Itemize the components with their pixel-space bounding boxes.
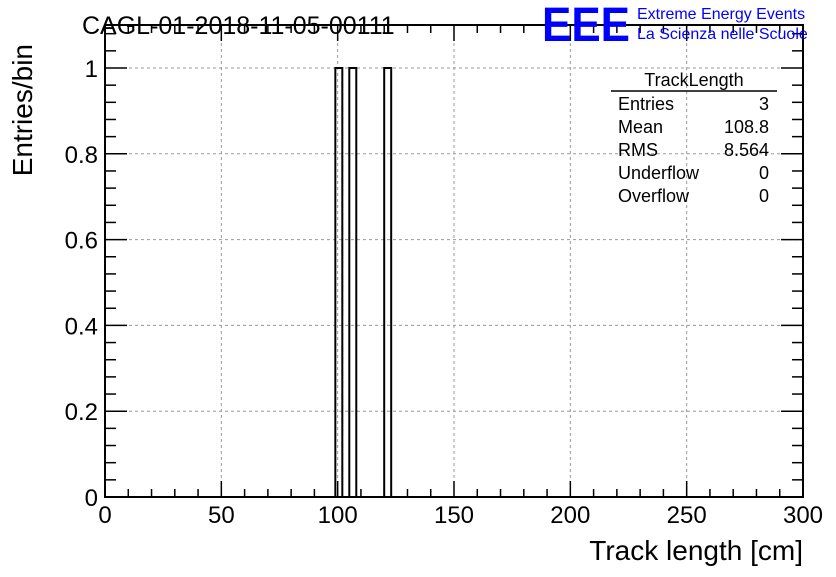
y-tick-label: 0 [85, 485, 98, 512]
x-tick-label: 0 [98, 502, 111, 529]
stats-row-value: 0 [759, 163, 769, 183]
chart-title: CAGL-01-2018-11-05-00111 [82, 12, 395, 40]
x-tick-label: 50 [208, 502, 235, 529]
eee-logo-line2: La Scienza nelle Scuole [637, 26, 808, 43]
histogram-bin [383, 67, 393, 498]
stats-row-label: Mean [618, 117, 663, 137]
stats-row-label: Entries [618, 94, 674, 114]
grid-lines [105, 25, 803, 497]
stats-row-value: 108.8 [724, 117, 769, 137]
y-tick-label: 1 [85, 56, 98, 83]
x-tick-label: 300 [783, 502, 823, 529]
stats-box-rows: Entries 3 Mean 108.8 RMS 8.564 Underflow 0 Overf… [618, 94, 769, 206]
stats-box-title: TrackLength [644, 70, 743, 90]
eee-logo-line1: Extreme Energy Events [637, 6, 805, 23]
x-axis-label: Track length [cm] [589, 535, 803, 566]
x-axis-ticks: 0 50 100 150 200 250 300 [98, 25, 823, 529]
stats-box: TrackLength Entries 3 Mean 108.8 RMS 8.564 Und… [611, 70, 777, 206]
stats-row-value: 3 [759, 94, 769, 114]
eee-logo: EEE Extreme Energy Events La Scienza nel… [542, 0, 808, 52]
x-tick-label: 250 [667, 502, 707, 529]
eee-logo-mark: EEE [542, 0, 630, 52]
stats-row-label: Overflow [618, 186, 690, 206]
stats-row-value: 8.564 [724, 140, 769, 160]
x-tick-label: 200 [550, 502, 590, 529]
x-tick-label: 100 [318, 502, 358, 529]
histogram-bin [334, 67, 344, 498]
y-axis-label: Entries/bin [7, 44, 38, 176]
histogram-bars [334, 67, 393, 498]
stats-row-label: RMS [618, 140, 658, 160]
y-axis-ticks: 0 0.2 0.4 0.6 0.8 1 [65, 32, 803, 512]
y-tick-label: 0.4 [65, 313, 98, 340]
histogram-bin [348, 67, 358, 498]
stats-row-value: 0 [759, 186, 769, 206]
y-tick-label: 0.2 [65, 399, 98, 426]
y-tick-label: 0.8 [65, 142, 98, 169]
y-tick-label: 0.6 [65, 228, 98, 255]
x-tick-label: 150 [434, 502, 474, 529]
stats-row-label: Underflow [618, 163, 700, 183]
